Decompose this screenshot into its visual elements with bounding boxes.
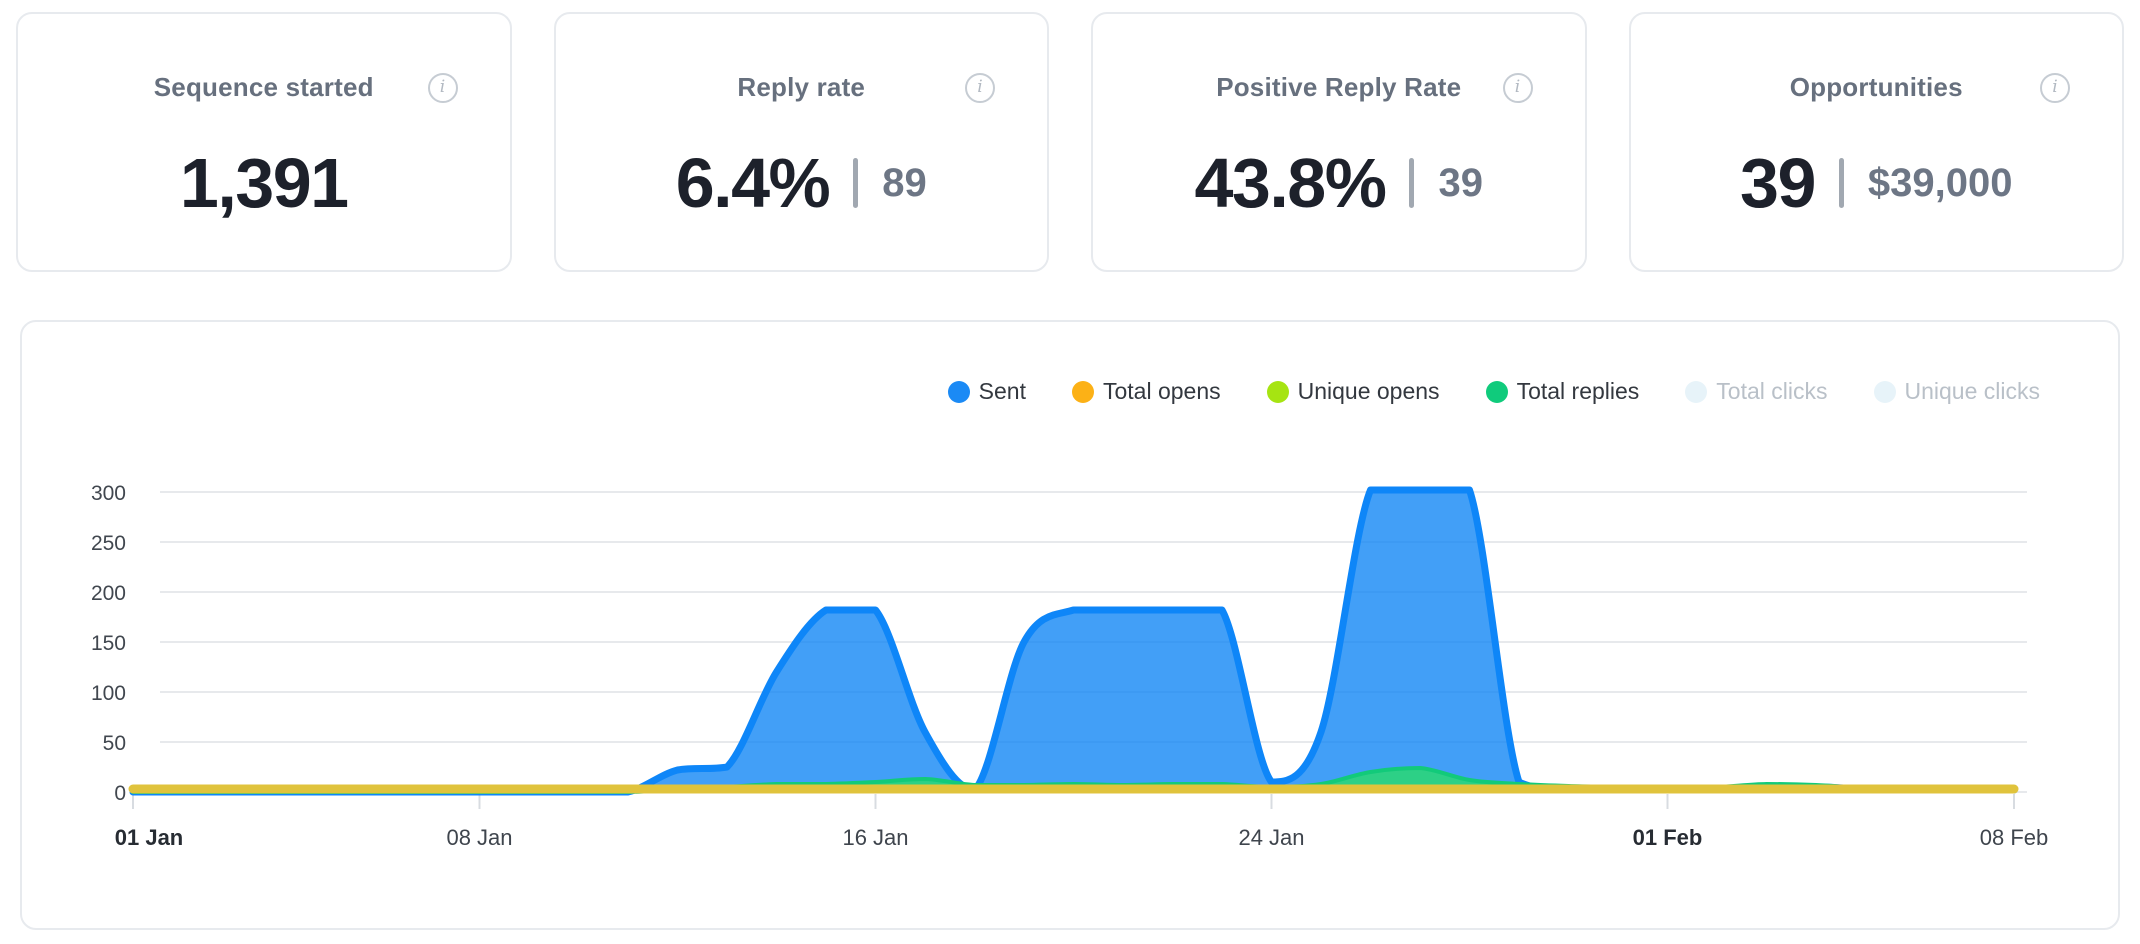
svg-text:100: 100 bbox=[91, 682, 126, 705]
svg-text:250: 250 bbox=[91, 532, 126, 555]
stat-card-header: Sequence started i bbox=[18, 72, 510, 103]
stat-secondary-value: 89 bbox=[882, 160, 927, 205]
stat-card-header: Positive Reply Rate i bbox=[1093, 72, 1585, 103]
stat-value: 6.4% bbox=[675, 144, 831, 222]
unique-clicks-legend-dot bbox=[1873, 380, 1896, 403]
info-icon[interactable]: i bbox=[427, 72, 458, 103]
stat-card-positive-reply-rate: Positive Reply Rate i 43.8% 39 bbox=[1091, 12, 1587, 272]
stat-value-row: 43.8% 39 bbox=[1195, 143, 1483, 223]
unique-clicks-legend-label: Unique clicks bbox=[1904, 378, 2041, 404]
stat-card-reply-rate: Reply rate i 6.4% 89 bbox=[553, 12, 1049, 272]
total-clicks-legend-dot bbox=[1685, 380, 1708, 403]
legend-item-total-opens[interactable]: Total opens bbox=[1071, 378, 1221, 405]
info-icon[interactable]: i bbox=[2040, 72, 2070, 103]
svg-text:16 Jan: 16 Jan bbox=[842, 825, 908, 850]
svg-text:08 Feb: 08 Feb bbox=[1980, 825, 2049, 850]
stat-value-row: 39 $39,000 bbox=[1740, 143, 2012, 223]
stat-secondary-value: $39,000 bbox=[1867, 160, 2013, 205]
legend-item-unique-opens[interactable]: Unique opens bbox=[1266, 378, 1440, 405]
unique-opens-legend-dot bbox=[1266, 380, 1289, 403]
svg-text:300: 300 bbox=[91, 482, 126, 505]
info-icon[interactable]: i bbox=[1502, 72, 1533, 103]
sequence-activity-chart-card: Sent Total opens Unique opens Total replies… bbox=[20, 320, 2120, 930]
legend-item-unique-clicks[interactable]: Unique clicks bbox=[1873, 378, 2041, 405]
value-divider bbox=[1838, 158, 1844, 208]
chart-legend: Sent Total opens Unique opens Total replies… bbox=[947, 378, 2041, 405]
svg-text:01 Jan: 01 Jan bbox=[115, 825, 184, 850]
stat-value-row: 6.4% 89 bbox=[676, 143, 927, 223]
stat-card-header: Opportunities i bbox=[1631, 72, 2123, 103]
svg-text:0: 0 bbox=[114, 782, 126, 805]
sent-legend-label: Sent bbox=[978, 378, 1026, 404]
info-icon[interactable]: i bbox=[965, 72, 995, 103]
stat-title: Sequence started bbox=[153, 72, 374, 102]
total-clicks-legend-label: Total clicks bbox=[1716, 378, 1828, 404]
total-replies-legend-label: Total replies bbox=[1516, 378, 1640, 404]
svg-text:150: 150 bbox=[91, 632, 126, 655]
stat-title: Positive Reply Rate bbox=[1216, 72, 1462, 102]
stat-value: 43.8% bbox=[1194, 144, 1387, 222]
value-divider bbox=[1409, 158, 1415, 208]
legend-item-sent[interactable]: Sent bbox=[947, 378, 1026, 405]
total-replies-legend-dot bbox=[1485, 380, 1508, 403]
total-opens-legend-dot bbox=[1071, 380, 1094, 403]
stat-secondary-value: 39 bbox=[1438, 160, 1483, 205]
legend-item-total-clicks[interactable]: Total clicks bbox=[1685, 378, 1828, 405]
stats-row: Sequence started i 1,391 Reply rate i 6.… bbox=[0, 0, 2140, 272]
svg-text:50: 50 bbox=[103, 732, 126, 755]
legend-item-total-replies[interactable]: Total replies bbox=[1485, 378, 1640, 405]
stat-value-row: 1,391 bbox=[179, 143, 349, 223]
stat-value: 1,391 bbox=[179, 144, 349, 222]
svg-text:08 Jan: 08 Jan bbox=[446, 825, 512, 850]
svg-text:24 Jan: 24 Jan bbox=[1238, 825, 1304, 850]
stat-value: 39 bbox=[1740, 144, 1816, 222]
total-opens-legend-label: Total opens bbox=[1102, 378, 1221, 404]
stat-title: Opportunities bbox=[1789, 72, 1963, 102]
svg-text:200: 200 bbox=[91, 582, 126, 605]
stat-card-header: Reply rate i bbox=[556, 72, 1048, 103]
stat-card-opportunities: Opportunities i 39 $39,000 bbox=[1628, 12, 2124, 272]
stat-card-sequence-started: Sequence started i 1,391 bbox=[16, 12, 512, 272]
sent-legend-dot bbox=[947, 380, 970, 403]
stat-title: Reply rate bbox=[737, 72, 866, 102]
svg-text:01 Feb: 01 Feb bbox=[1633, 825, 1703, 850]
value-divider bbox=[853, 158, 859, 208]
sequence-activity-chart[interactable]: 0 50 100 150 200 250 300 01 Jan 08 Jan 16 Jan 24 J… bbox=[22, 472, 2122, 882]
unique-opens-legend-label: Unique opens bbox=[1297, 378, 1440, 404]
